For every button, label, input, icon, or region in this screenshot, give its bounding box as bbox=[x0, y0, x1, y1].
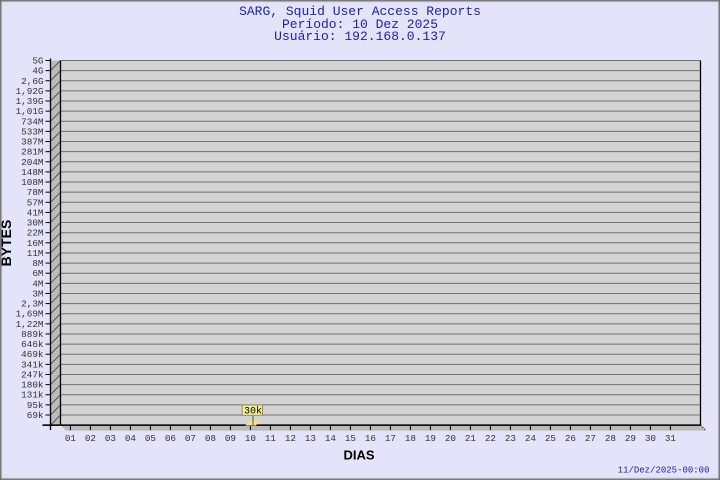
svg-text:20: 20 bbox=[445, 433, 456, 444]
svg-text:24: 24 bbox=[525, 433, 537, 444]
svg-text:07: 07 bbox=[185, 433, 196, 444]
svg-text:BYTES: BYTES bbox=[0, 220, 14, 267]
svg-text:29: 29 bbox=[625, 433, 636, 444]
svg-text:69k: 69k bbox=[27, 410, 44, 421]
svg-text:18: 18 bbox=[405, 433, 416, 444]
svg-text:16: 16 bbox=[365, 433, 376, 444]
svg-text:31: 31 bbox=[665, 433, 677, 444]
svg-text:19: 19 bbox=[425, 433, 436, 444]
svg-text:09: 09 bbox=[225, 433, 236, 444]
svg-text:11: 11 bbox=[265, 433, 277, 444]
svg-text:05: 05 bbox=[145, 433, 156, 444]
svg-text:03: 03 bbox=[105, 433, 116, 444]
svg-text:26: 26 bbox=[565, 433, 576, 444]
svg-text:10: 10 bbox=[245, 433, 256, 444]
svg-text:27: 27 bbox=[585, 433, 596, 444]
svg-text:30: 30 bbox=[645, 433, 656, 444]
svg-text:13: 13 bbox=[305, 433, 316, 444]
svg-text:25: 25 bbox=[545, 433, 556, 444]
svg-text:14: 14 bbox=[325, 433, 337, 444]
svg-text:28: 28 bbox=[605, 433, 616, 444]
svg-text:15: 15 bbox=[345, 433, 356, 444]
svg-text:11/Dez/2025-00:00: 11/Dez/2025-00:00 bbox=[618, 466, 710, 476]
svg-text:02: 02 bbox=[85, 433, 96, 444]
svg-text:23: 23 bbox=[505, 433, 516, 444]
svg-text:01: 01 bbox=[65, 433, 77, 444]
svg-text:30k: 30k bbox=[244, 405, 262, 417]
svg-text:DIAS: DIAS bbox=[343, 448, 374, 463]
svg-text:06: 06 bbox=[165, 433, 176, 444]
svg-text:22: 22 bbox=[485, 433, 496, 444]
svg-text:12: 12 bbox=[285, 433, 296, 444]
svg-text:08: 08 bbox=[205, 433, 216, 444]
svg-text:21: 21 bbox=[465, 433, 477, 444]
svg-text:04: 04 bbox=[125, 433, 137, 444]
svg-text:17: 17 bbox=[385, 433, 396, 444]
